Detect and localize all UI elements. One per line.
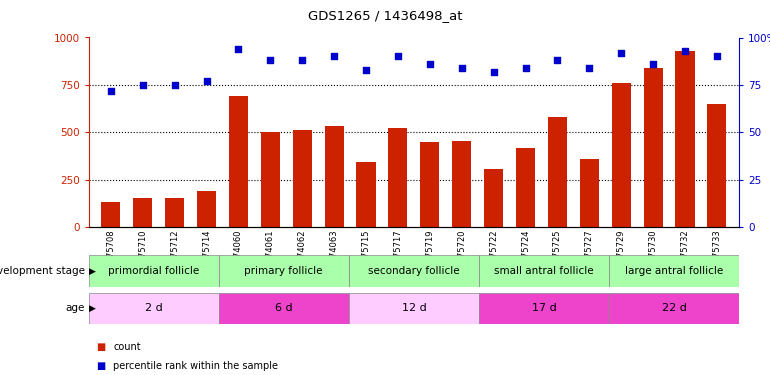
Bar: [219, 292, 349, 324]
Text: primary follicle: primary follicle: [245, 266, 323, 276]
Point: [296, 57, 309, 63]
Text: 12 d: 12 d: [401, 303, 427, 313]
Point: [360, 67, 372, 73]
Bar: [357, 162, 376, 227]
Bar: [420, 142, 440, 227]
Text: secondary follicle: secondary follicle: [368, 266, 460, 276]
Point: [233, 46, 245, 52]
Bar: [547, 117, 567, 227]
Text: ■: ■: [96, 342, 105, 352]
Bar: [644, 68, 663, 227]
Bar: [261, 132, 280, 227]
Bar: [609, 255, 739, 287]
Bar: [479, 255, 609, 287]
Point: [679, 48, 691, 54]
Point: [424, 61, 436, 67]
Bar: [293, 130, 312, 227]
Text: 22 d: 22 d: [661, 303, 687, 313]
Text: primordial follicle: primordial follicle: [108, 266, 199, 276]
Point: [456, 65, 468, 71]
Point: [487, 69, 500, 75]
Bar: [611, 83, 631, 227]
Text: ▶: ▶: [89, 266, 96, 275]
Bar: [102, 202, 120, 227]
Point: [328, 54, 340, 60]
Text: 17 d: 17 d: [531, 303, 557, 313]
Point: [551, 57, 564, 63]
Point: [169, 82, 181, 88]
Text: count: count: [113, 342, 141, 352]
Bar: [349, 292, 479, 324]
Bar: [479, 292, 609, 324]
Text: development stage: development stage: [0, 266, 85, 276]
Point: [583, 65, 595, 71]
Point: [200, 78, 213, 84]
Bar: [325, 126, 343, 227]
Bar: [133, 198, 152, 227]
Text: 2 d: 2 d: [145, 303, 162, 313]
Text: percentile rank within the sample: percentile rank within the sample: [113, 361, 278, 370]
Bar: [229, 96, 248, 227]
Point: [519, 65, 531, 71]
Bar: [675, 51, 695, 227]
Bar: [349, 255, 479, 287]
Bar: [219, 255, 349, 287]
Bar: [89, 255, 219, 287]
Bar: [609, 292, 739, 324]
Point: [647, 61, 659, 67]
Text: age: age: [65, 303, 85, 313]
Bar: [452, 141, 471, 227]
Text: large antral follicle: large antral follicle: [625, 266, 723, 276]
Text: ▶: ▶: [89, 304, 96, 313]
Bar: [484, 169, 503, 227]
Bar: [516, 148, 535, 227]
Point: [711, 54, 723, 60]
Bar: [197, 191, 216, 227]
Text: GDS1265 / 1436498_at: GDS1265 / 1436498_at: [308, 9, 462, 22]
Bar: [388, 128, 407, 227]
Bar: [89, 292, 219, 324]
Text: ■: ■: [96, 361, 105, 370]
Point: [136, 82, 149, 88]
Point: [615, 50, 628, 55]
Bar: [165, 198, 184, 227]
Bar: [580, 159, 599, 227]
Point: [264, 57, 276, 63]
Bar: [708, 104, 726, 227]
Point: [392, 54, 404, 60]
Text: small antral follicle: small antral follicle: [494, 266, 594, 276]
Point: [105, 87, 117, 93]
Text: 6 d: 6 d: [275, 303, 293, 313]
